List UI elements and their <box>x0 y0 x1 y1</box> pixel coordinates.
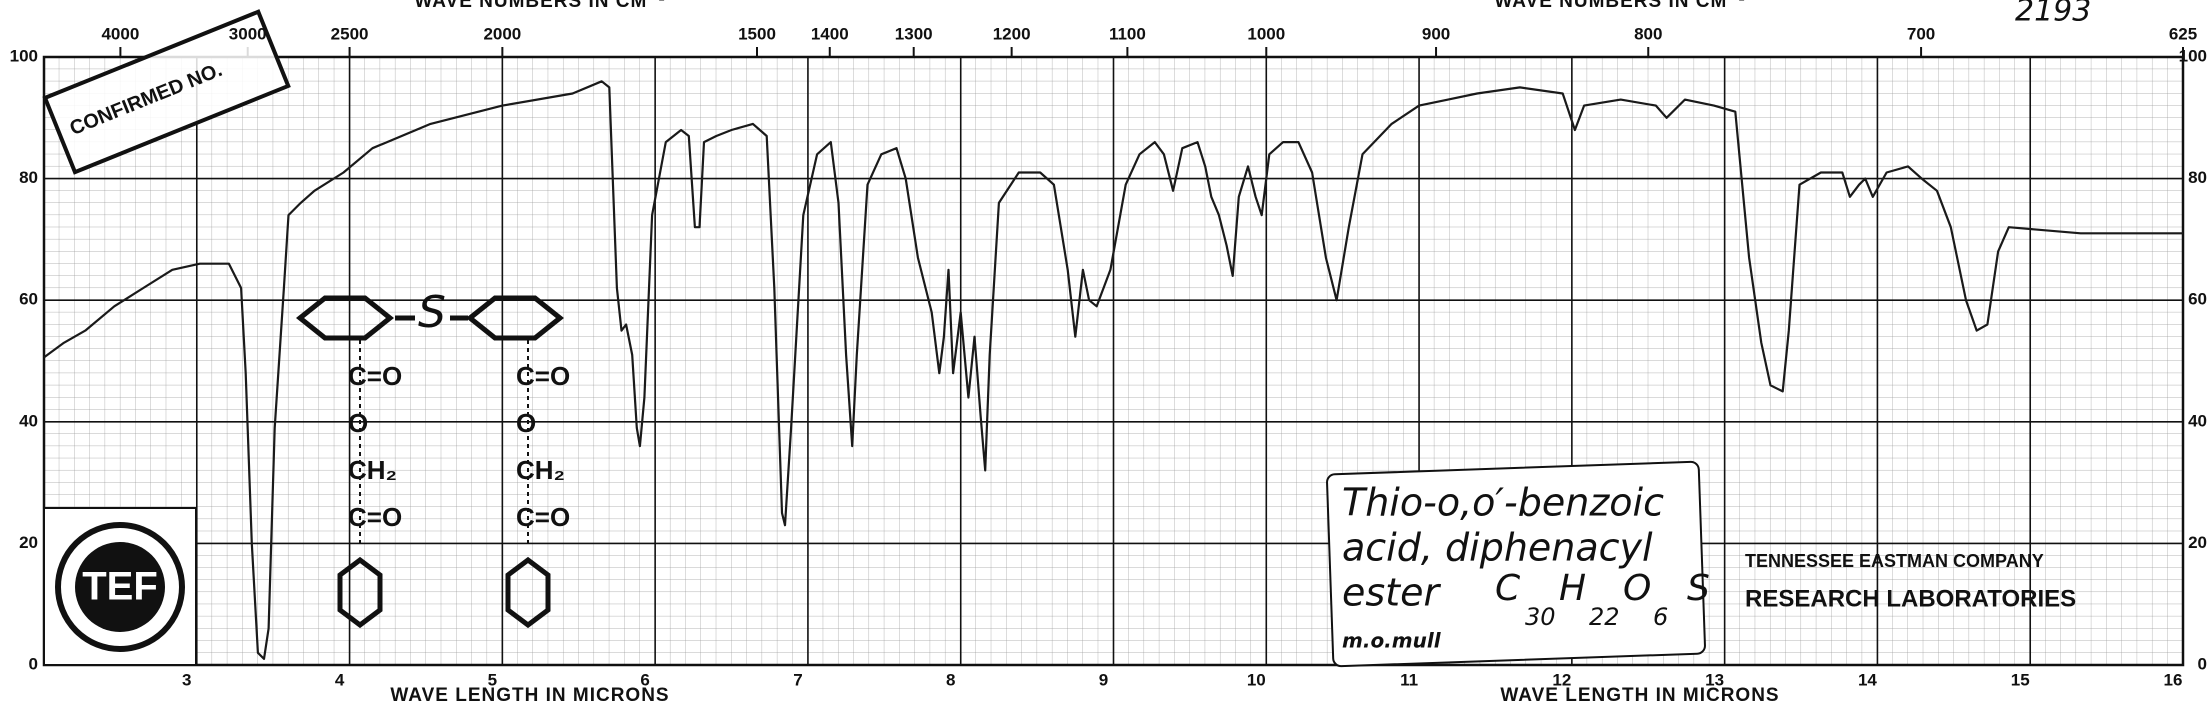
benzene-ring <box>337 556 383 629</box>
y-tick-label: 20 <box>2188 533 2207 552</box>
y-tick-label: 100 <box>10 46 38 65</box>
x2-axis-label: WAVE NUMBERS IN CM⁻¹ <box>1494 0 1745 12</box>
structure-bridge: S <box>418 287 446 338</box>
x-tick-label: 15 <box>2011 670 2030 689</box>
x-tick-label: 9 <box>1099 670 1108 689</box>
y-tick-label: 80 <box>19 168 38 187</box>
spectrum <box>43 80 2183 660</box>
x-tick-label: 5 <box>488 670 497 689</box>
y-tick-label: 40 <box>19 411 38 430</box>
structure-label: C=O <box>516 502 570 532</box>
structure <box>295 295 565 629</box>
y-tick-label: 100 <box>2179 46 2207 65</box>
y-tick-label: 60 <box>19 290 38 309</box>
formula-subscript: 30 <box>1525 603 1556 631</box>
y-tick-label: 60 <box>2188 290 2207 309</box>
sample-name: Thio-o,o′-benzoic <box>1342 481 1664 525</box>
x2-tick-label: 800 <box>1634 24 1662 43</box>
y-tick-label: 40 <box>2188 411 2207 430</box>
formula-element: H <box>1559 568 1586 609</box>
logo-text: TEF <box>82 565 158 609</box>
x-tick-label: 8 <box>946 670 955 689</box>
structure-label: CH₂ <box>348 455 397 485</box>
x2-tick-label: 4000 <box>101 24 139 43</box>
y-tick-label: 0 <box>29 654 38 673</box>
x2-tick-label: 1400 <box>811 24 849 43</box>
x2-tick-label: 1200 <box>993 24 1031 43</box>
x2-tick-label: 3000 <box>229 24 267 43</box>
formula-element: S <box>1687 568 1710 609</box>
benzene-ring <box>465 295 565 341</box>
x-tick-label: 6 <box>640 670 649 689</box>
x2-tick-label: 1500 <box>738 24 776 43</box>
benzene-ring <box>505 556 551 629</box>
x2-tick-label: 1100 <box>1109 24 1146 43</box>
structure-label: C=O <box>516 361 570 391</box>
x-axis-label: WAVE LENGTH IN MICRONS <box>390 685 669 706</box>
x-tick-label: 7 <box>793 670 802 689</box>
structure-label: C=O <box>348 361 402 391</box>
sample-card: Thio-o,o′-benzoic acid, diphenacyl ester… <box>1326 460 1710 668</box>
sample-name: ester <box>1342 571 1441 615</box>
x-tick-label: 14 <box>1858 670 1877 689</box>
structure-left: C=O O CH₂ C=O <box>348 361 402 532</box>
x2-tick-label: 2000 <box>483 24 521 43</box>
structure-label: C=O <box>348 502 402 532</box>
y-tick-label: 0 <box>2198 654 2207 673</box>
spectrum-number: 2193 <box>2015 0 2091 29</box>
x2-axis-label: WAVE NUMBERS IN CM⁻¹ <box>414 0 665 12</box>
spectrum-line <box>43 80 2183 660</box>
x-tick-label: 3 <box>182 670 191 689</box>
x2-tick-label: 700 <box>1907 24 1935 43</box>
formula-subscript: 6 <box>1653 603 1668 631</box>
structure-label: CH₂ <box>516 455 565 485</box>
x-tick-label: 4 <box>335 670 345 689</box>
logo-disc <box>75 542 165 632</box>
structure-label: O <box>348 408 368 438</box>
x2-tick-label: 900 <box>1422 24 1450 43</box>
formula-element: C <box>1495 568 1521 609</box>
method: m.o.mull <box>1342 629 1442 653</box>
x-tick-label: 11 <box>1400 670 1418 689</box>
company: TENNESSEE EASTMAN COMPANY <box>1745 551 2044 571</box>
sample-card-box <box>1326 460 1706 668</box>
formula-subscript: 22 <box>1589 603 1620 631</box>
structure-label: O <box>516 408 536 438</box>
stamp-box <box>42 9 291 175</box>
company: RESEARCH LABORATORIES <box>1745 585 2076 612</box>
x-tick-label: 12 <box>1552 670 1571 689</box>
x2-tick-label: 625 <box>2169 24 2197 43</box>
x2-tick-label: 1000 <box>1247 24 1285 43</box>
formula-element: O <box>1623 568 1651 609</box>
x2-tick-label: 1300 <box>895 24 933 43</box>
x-tick-label: 16 <box>2164 670 2183 689</box>
x-axis-label: WAVE LENGTH IN MICRONS <box>1500 685 1779 706</box>
sample-name: acid, diphenacyl <box>1342 526 1653 570</box>
y-tick-label: 20 <box>19 533 38 552</box>
x-tick-label: 13 <box>1705 670 1724 689</box>
x-tick-label: 10 <box>1247 670 1266 689</box>
logo: TEF <box>43 507 197 666</box>
x2-tick-label: 2500 <box>331 24 369 43</box>
benzene-ring <box>295 295 395 341</box>
y-tick-label: 80 <box>2188 168 2207 187</box>
structure-right: C=O O CH₂ C=O <box>516 361 570 532</box>
